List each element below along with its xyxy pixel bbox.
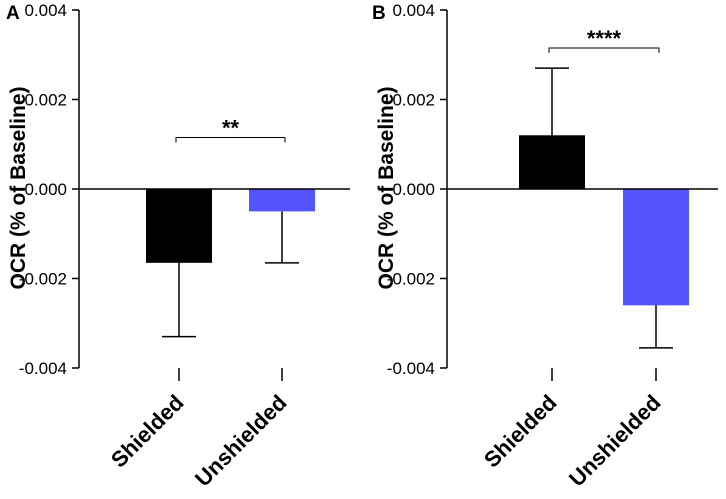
panel-b-significance-bracket: [548, 47, 660, 54]
panel-a-ylabel: OCR (% of Baseline): [7, 86, 30, 289]
panel-a-bar-shielded: [146, 189, 212, 263]
panel-b-ytick-label: 0.004: [392, 1, 435, 20]
panel-b-ytick-label: -0.004: [387, 359, 435, 378]
panel-a-ytick-label: 0.002: [24, 91, 67, 110]
panel-a-plot: -0.004 -0.002 0.000 0.002 0.004 Shielded Unshi…: [19, 1, 350, 491]
panel-b-ytick-label: 0.002: [392, 91, 435, 110]
panel-b-plot: -0.004 -0.002 0.000 0.002 0.004 Shielded Unshi…: [387, 1, 718, 491]
panel-a-category-label: Shielded: [106, 390, 189, 473]
panel-a-ytick-label: 0.004: [24, 1, 67, 20]
panel-b-category-label: Unshielded: [564, 390, 666, 492]
panel-a-ytick-label: -0.004: [19, 359, 67, 378]
panel-a-significance-bracket: [175, 137, 286, 143]
panel-b-ylabel: OCR (% of Baseline): [375, 86, 398, 289]
panel-b-ytick-label: -0.002: [387, 270, 435, 289]
panel-a-label: A: [6, 3, 20, 24]
panel-b-significance-label: ****: [587, 26, 622, 51]
panel-b-bar-shielded: [519, 135, 585, 189]
panel-b-category-label: Shielded: [479, 390, 562, 473]
panel-b-bar-unshielded: [623, 189, 689, 306]
panel-b-ytick-label: 0.000: [392, 180, 435, 199]
panel-a-ytick-label: 0.000: [24, 180, 67, 199]
panel-a-bar-unshielded: [249, 189, 315, 212]
panel-a-category-label: Unshielded: [190, 390, 292, 492]
panel-a-significance-label: **: [222, 116, 240, 141]
panel-a-ytick-label: -0.002: [19, 270, 67, 289]
panel-b-label: B: [372, 3, 386, 24]
